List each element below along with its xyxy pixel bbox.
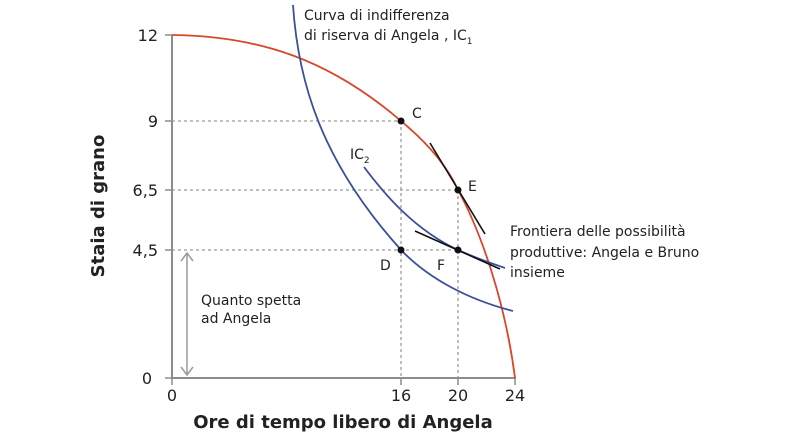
y-axis-title: Staia di grano <box>88 135 109 278</box>
point-e <box>454 186 462 194</box>
point-f-label: F <box>437 258 445 274</box>
x-tick-0: 0 <box>167 386 177 405</box>
ppf-label-line2: produttive: Angela e Bruno <box>510 245 699 261</box>
point-c-label: C <box>412 106 422 122</box>
ic1-label-line2: di riserva di Angela , IC1 <box>304 28 472 47</box>
x-axis-title: Ore di tempo libero di Angela <box>193 412 492 433</box>
ic2-curve <box>363 166 506 269</box>
ic1-curve <box>292 4 514 312</box>
x-tick-20: 20 <box>448 386 468 405</box>
ppf-label-line1: Frontiera delle possibilità <box>510 224 686 240</box>
ppf-curve <box>171 34 516 379</box>
x-tick-16: 16 <box>391 386 411 405</box>
ic1-label-line1: Curva di indifferenza <box>304 8 450 24</box>
point-d-label: D <box>380 258 391 274</box>
y-tick-6-5: 6,5 <box>133 181 158 200</box>
y-tick-9: 9 <box>148 112 158 131</box>
point-c <box>397 117 405 125</box>
y-tick-4-5: 4,5 <box>133 241 158 260</box>
guide-lines <box>172 120 459 378</box>
ppf-label-line3: insieme <box>510 265 565 281</box>
point-f <box>454 246 462 254</box>
y-tick-12: 12 <box>138 26 158 45</box>
share-label-line1: Quanto spetta <box>201 293 301 309</box>
y-tick-0: 0 <box>142 369 152 388</box>
share-label-line2: ad Angela <box>201 311 271 327</box>
ic2-label: IC2 <box>350 147 370 166</box>
x-tick-24: 24 <box>505 386 525 405</box>
point-e-label: E <box>468 179 477 195</box>
share-double-arrow <box>180 251 194 377</box>
point-d <box>397 246 405 254</box>
